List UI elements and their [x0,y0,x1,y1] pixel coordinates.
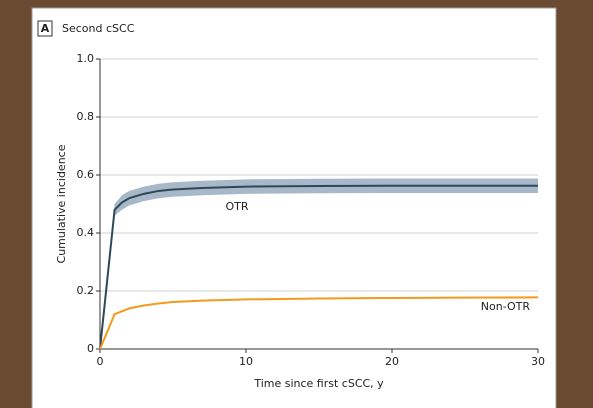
confidence-band [100,178,538,349]
y-tick-label: 0.8 [77,110,95,123]
x-tick-label: 0 [97,355,104,368]
y-tick-label: 0.4 [77,226,95,239]
series-label: Non-OTR [481,300,531,313]
panel-label-box [37,20,53,37]
y-tick-label: 0.6 [77,168,95,181]
y-tick-label: 1.0 [77,52,95,65]
series-label: OTR [225,200,248,213]
line [99,296,539,350]
line [99,184,538,350]
chart-title: Second cSCC [62,22,135,35]
y-axis-label: Cumulative incidence [55,144,68,263]
panel [31,7,557,408]
x-tick-label: 30 [531,355,545,368]
x-tick-label: 10 [239,355,253,368]
y-tick-label: 0 [87,342,94,355]
x-tick-label: 20 [385,355,399,368]
panel-label: A [41,22,50,35]
x-axis-label: Time since first cSCC, y [253,377,384,390]
y-tick-label: 0.2 [77,284,95,297]
